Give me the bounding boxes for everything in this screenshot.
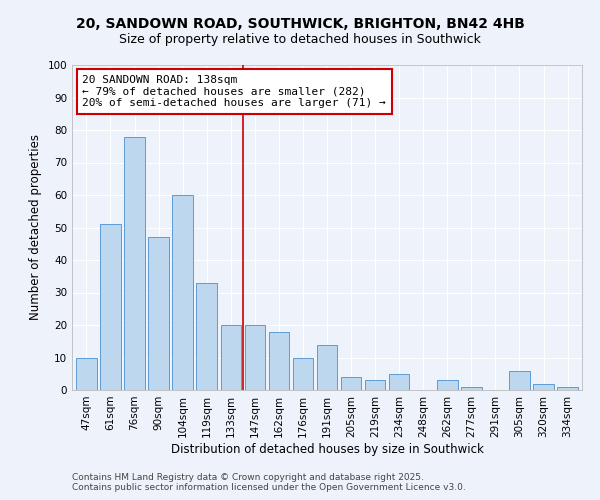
Text: Size of property relative to detached houses in Southwick: Size of property relative to detached ho… [119, 32, 481, 46]
Bar [557, 387, 578, 390]
Bar [365, 380, 385, 390]
Bar [533, 384, 554, 390]
Bar [293, 358, 313, 390]
Text: Contains HM Land Registry data © Crown copyright and database right 2025.: Contains HM Land Registry data © Crown c… [72, 474, 424, 482]
Bar [196, 283, 217, 390]
Text: 20, SANDOWN ROAD, SOUTHWICK, BRIGHTON, BN42 4HB: 20, SANDOWN ROAD, SOUTHWICK, BRIGHTON, B… [76, 18, 524, 32]
Bar [76, 358, 97, 390]
Bar [172, 195, 193, 390]
Bar [317, 344, 337, 390]
Bar [245, 325, 265, 390]
X-axis label: Distribution of detached houses by size in Southwick: Distribution of detached houses by size … [170, 442, 484, 456]
Text: Contains public sector information licensed under the Open Government Licence v3: Contains public sector information licen… [72, 484, 466, 492]
Bar [389, 374, 409, 390]
Bar [100, 224, 121, 390]
Bar [148, 238, 169, 390]
Bar [461, 387, 482, 390]
Bar [269, 332, 289, 390]
Bar [221, 325, 241, 390]
Text: 20 SANDOWN ROAD: 138sqm
← 79% of detached houses are smaller (282)
20% of semi-d: 20 SANDOWN ROAD: 138sqm ← 79% of detache… [82, 74, 386, 108]
Bar [341, 377, 361, 390]
Bar [437, 380, 458, 390]
Y-axis label: Number of detached properties: Number of detached properties [29, 134, 42, 320]
Bar [124, 136, 145, 390]
Bar [509, 370, 530, 390]
